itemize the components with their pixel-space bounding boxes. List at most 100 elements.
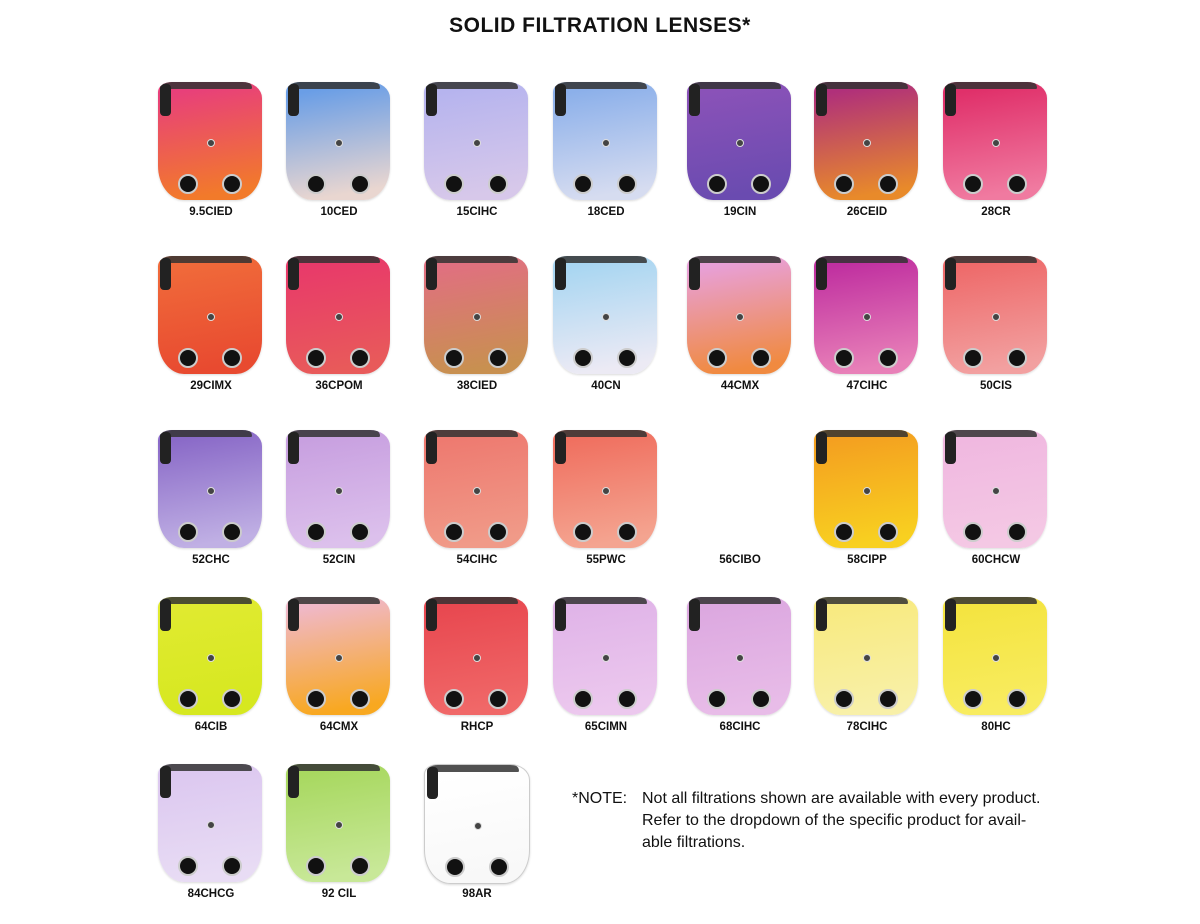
nose-pad-icon: [222, 522, 242, 542]
nose-pad-icon: [444, 348, 464, 368]
nose-pad-icon: [488, 348, 508, 368]
lens-frame-bar: [818, 256, 908, 263]
nose-pad-icon: [489, 857, 509, 877]
nose-pad-icon: [350, 348, 370, 368]
lens-code: 38CIED: [456, 380, 498, 392]
lens-hole: [601, 312, 610, 321]
lens-code: 10CED: [320, 206, 358, 218]
lens-item: RHCP: [412, 597, 542, 757]
lens-image: [943, 256, 1047, 374]
lens-frame-bar: [691, 82, 781, 89]
nose-pad-icon: [1007, 689, 1027, 709]
lens-frame-bar: [691, 256, 781, 263]
lens-code: 52CHC: [192, 554, 230, 566]
nose-pad-icon: [617, 689, 637, 709]
nose-pad-icon: [707, 348, 727, 368]
lens-code: 19CIN: [723, 206, 757, 218]
lens-item: 56CIBO: [675, 430, 805, 590]
lens-item: 10CED: [274, 82, 404, 242]
nose-pad-icon: [306, 856, 326, 876]
lens-frame-bar: [290, 597, 380, 604]
lens-frame-bar: [947, 430, 1037, 437]
lens-hole: [334, 820, 343, 829]
nose-pad-icon: [751, 689, 771, 709]
lens-code: 28CR: [981, 206, 1011, 218]
lens-image: [553, 597, 657, 715]
lens-image: [424, 597, 528, 715]
lens-hole: [601, 486, 610, 495]
lens-code: 15CIHC: [456, 206, 498, 218]
nose-pad-icon: [878, 348, 898, 368]
lens-frame-bar: [428, 430, 518, 437]
nose-pad-icon: [707, 174, 727, 194]
lens-hole: [206, 486, 215, 495]
lens-hole: [334, 138, 343, 147]
lens-tab: [555, 84, 566, 116]
lens-image: [286, 597, 390, 715]
availability-note: *NOTE: Not all filtrations shown are avai…: [572, 788, 1040, 854]
lens-frame-bar: [947, 82, 1037, 89]
nose-pad-icon: [878, 689, 898, 709]
lens-code: 68CIHC: [719, 721, 761, 733]
lens-tab: [288, 258, 299, 290]
nose-pad-icon: [444, 522, 464, 542]
lens-hole: [862, 653, 871, 662]
lens-tab: [555, 432, 566, 464]
lens-tab: [426, 258, 437, 290]
lens-frame-bar: [290, 764, 380, 771]
nose-pad-icon: [350, 689, 370, 709]
nose-pad-icon: [1007, 348, 1027, 368]
lens-frame-bar: [428, 256, 518, 263]
lens-frame-bar: [162, 430, 252, 437]
note-line-1: Not all filtrations shown are available …: [642, 790, 1041, 807]
lens-code: 36CPOM: [315, 380, 363, 392]
nose-pad-icon: [963, 174, 983, 194]
nose-pad-icon: [751, 174, 771, 194]
lens-frame-bar: [947, 256, 1037, 263]
lens-hole: [206, 312, 215, 321]
lens-tab: [816, 432, 827, 464]
nose-pad-icon: [751, 348, 771, 368]
lens-frame-bar: [429, 765, 519, 772]
lens-image: [553, 256, 657, 374]
lens-frame-bar: [947, 597, 1037, 604]
lens-code: 84CHCG: [187, 888, 235, 900]
lens-frame-bar: [428, 597, 518, 604]
lens-frame-bar: [557, 82, 647, 89]
nose-pad-icon: [306, 522, 326, 542]
lens-tab: [426, 599, 437, 631]
nose-pad-icon: [878, 522, 898, 542]
lens-item: 38CIED: [412, 256, 542, 416]
nose-pad-icon: [573, 689, 593, 709]
nose-pad-icon: [617, 348, 637, 368]
lens-item: 58CIPP: [802, 430, 932, 590]
nose-pad-icon: [222, 348, 242, 368]
nose-pad-icon: [306, 689, 326, 709]
lens-item: 50CIS: [931, 256, 1061, 416]
lens-tab: [555, 599, 566, 631]
nose-pad-icon: [350, 522, 370, 542]
lens-code: 58CIPP: [847, 554, 887, 566]
nose-pad-icon: [573, 174, 593, 194]
nose-pad-icon: [178, 174, 198, 194]
lens-image: [158, 430, 262, 548]
note-line-3: able filtrations.: [642, 834, 746, 851]
nose-pad-icon: [445, 857, 465, 877]
lens-item: 64CIB: [146, 597, 276, 757]
lens-tab: [689, 599, 700, 631]
lens-item: 18CED: [541, 82, 671, 242]
lens-tab: [160, 766, 171, 798]
lens-code: 9.5CIED: [189, 206, 233, 218]
lens-frame-bar: [290, 256, 380, 263]
lens-code: 29CIMX: [190, 380, 232, 392]
lens-hole: [334, 312, 343, 321]
lens-hole: [472, 486, 481, 495]
lens-image: [687, 256, 791, 374]
lens-frame-bar: [691, 597, 781, 604]
lens-frame-bar: [818, 82, 908, 89]
lens-item: 78CIHC: [802, 597, 932, 757]
lens-image: [286, 764, 390, 882]
nose-pad-icon: [963, 689, 983, 709]
lens-item: 80HC: [931, 597, 1061, 757]
nose-pad-icon: [306, 174, 326, 194]
